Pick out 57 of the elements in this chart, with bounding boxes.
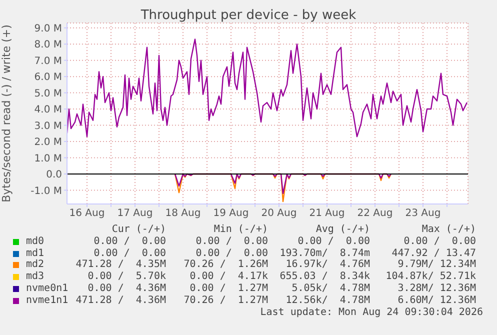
- text: 471.28 / 4.36M: [76, 294, 166, 306]
- text: Cur (-/+): [110, 224, 166, 235]
- text: 0.00 / 5.70k: [88, 271, 166, 282]
- text: 193.70m/ 8.74m: [280, 248, 370, 259]
- y-tick-label: 5.0 M: [34, 88, 62, 100]
- y-tick-label: 3.0 M: [34, 120, 62, 132]
- text: 3.28M/ 12.36M: [398, 282, 476, 294]
- text: 447.92 / 13.47: [392, 248, 476, 259]
- x-tick-label: 21 Aug: [309, 208, 345, 220]
- text: 70.26 / 1.27M: [184, 294, 268, 306]
- text: 0.00 / 0.00: [94, 236, 166, 247]
- text: Avg (-/+): [316, 224, 370, 235]
- x-tick-label: 19 Aug: [213, 208, 249, 220]
- y-tick-label: 9.0 M: [34, 23, 62, 34]
- text: 0.00 / 0.00: [404, 236, 476, 247]
- text: 6.60M/ 12.36M: [398, 294, 476, 306]
- y-tick-label: 8.0 M: [34, 40, 62, 51]
- text: Min (-/+): [214, 224, 268, 235]
- text: 104.87k/ 52.71k: [386, 271, 476, 282]
- legend-label: md3: [26, 271, 44, 282]
- text: 0.00 / 0.00: [298, 236, 370, 247]
- y-tick-label: 0.0: [46, 170, 62, 181]
- line-series: [67, 38, 468, 138]
- text: 9.79M/ 12.34M: [398, 259, 476, 270]
- text: 12.56k/ 4.78M: [286, 294, 370, 306]
- text: 0.00 / 4.17k: [190, 271, 268, 282]
- text: 655.03 / 8.34k: [280, 271, 370, 282]
- chart-title: Throughput per device - by week: [140, 8, 358, 23]
- legend-label: md0: [26, 236, 44, 247]
- y-tick-label: 2.0 M: [34, 137, 62, 148]
- x-tick-label: 22 Aug: [357, 208, 393, 220]
- text: 0.00 / 0.00: [196, 248, 268, 259]
- x-tick-label: 20 Aug: [261, 208, 297, 220]
- text: 0.00 / 0.00: [196, 236, 268, 247]
- legend-label: md1: [26, 248, 44, 259]
- y-tick-label: 4.0 M: [34, 104, 62, 116]
- legend-label: nvme1n1: [26, 294, 68, 306]
- text: Last update: Mon Aug 24 09:30:04 2026: [259, 307, 483, 318]
- text: 0.00 / 0.00: [94, 248, 166, 259]
- legend-label: nvme0n1: [26, 282, 68, 294]
- legend-label: md2: [26, 259, 44, 270]
- x-tick-label: 23 Aug: [405, 208, 441, 220]
- text: 0.00 / 1.27M: [190, 282, 268, 294]
- text: 70.26 / 1.26M: [184, 259, 268, 270]
- y-tick-label: 7.0 M: [34, 56, 62, 67]
- text: Max (-/+): [422, 224, 476, 235]
- x-tick-label: 16 Aug: [69, 208, 105, 220]
- text: 0.00 / 4.36M: [88, 282, 166, 294]
- y-tick-label: 1.0 M: [34, 153, 62, 164]
- y-tick-label: -1.0 M: [30, 186, 62, 197]
- y-axis-title: Bytes/second read (-) / write (+): [0, 24, 13, 202]
- text: 471.28 / 4.35M: [76, 259, 166, 270]
- x-tick-label: 18 Aug: [165, 208, 201, 220]
- x-tick-label: 17 Aug: [117, 208, 153, 220]
- text: 5.05k/ 4.78M: [292, 282, 370, 294]
- text: 16.97k/ 4.76M: [286, 259, 370, 270]
- y-tick-label: 6.0 M: [34, 72, 62, 84]
